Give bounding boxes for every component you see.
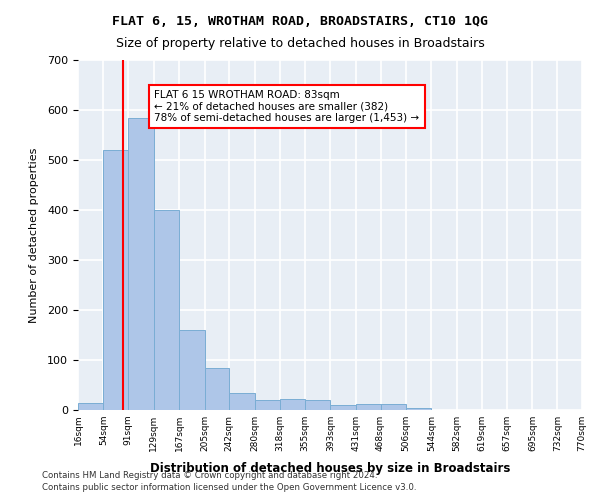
Bar	[128, 118, 154, 410]
Text: FLAT 6, 15, WROTHAM ROAD, BROADSTAIRS, CT10 1QG: FLAT 6, 15, WROTHAM ROAD, BROADSTAIRS, C…	[112, 15, 488, 28]
Bar	[380, 404, 406, 410]
Bar	[331, 405, 356, 410]
Bar	[280, 399, 305, 410]
Text: Contains HM Land Registry data © Crown copyright and database right 2024.: Contains HM Land Registry data © Crown c…	[42, 471, 377, 480]
Bar	[255, 400, 280, 410]
Y-axis label: Number of detached properties: Number of detached properties	[29, 148, 39, 322]
Bar	[205, 368, 229, 410]
Bar	[179, 330, 205, 410]
Bar	[154, 210, 179, 410]
Text: FLAT 6 15 WROTHAM ROAD: 83sqm
← 21% of detached houses are smaller (382)
78% of : FLAT 6 15 WROTHAM ROAD: 83sqm ← 21% of d…	[154, 90, 419, 123]
Bar	[406, 408, 431, 410]
Text: Contains public sector information licensed under the Open Government Licence v3: Contains public sector information licen…	[42, 484, 416, 492]
Bar	[78, 402, 103, 410]
Bar	[103, 150, 128, 410]
Bar	[356, 404, 380, 410]
Bar	[305, 400, 331, 410]
Bar	[229, 392, 255, 410]
Text: Size of property relative to detached houses in Broadstairs: Size of property relative to detached ho…	[116, 38, 484, 51]
X-axis label: Distribution of detached houses by size in Broadstairs: Distribution of detached houses by size …	[150, 462, 510, 475]
